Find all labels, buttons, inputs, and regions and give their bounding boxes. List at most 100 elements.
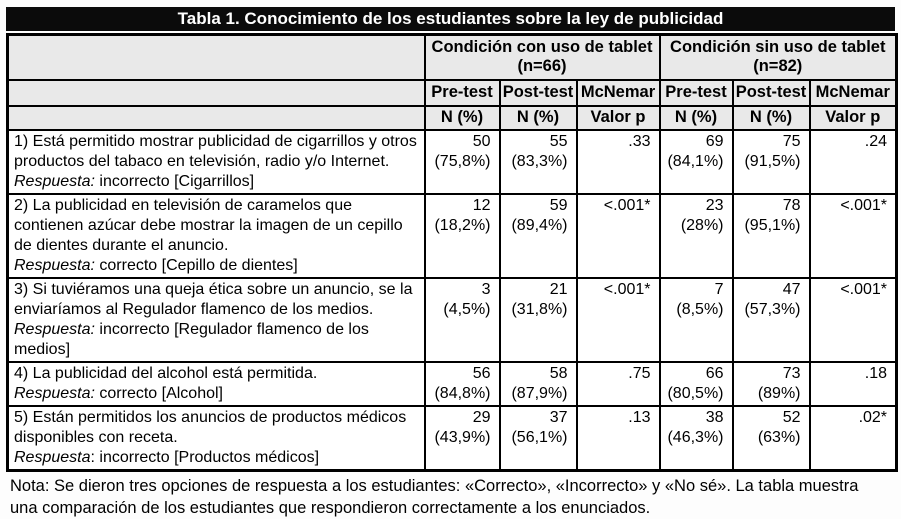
- measure-header-n1: N (%): [423, 104, 501, 131]
- n-value: 38: [705, 408, 724, 426]
- col-header-con-posttest: Post-test: [498, 78, 578, 107]
- measure-header-n3: N (%): [658, 104, 734, 131]
- table-header: Condición con uso de tablet (n=66) Condi…: [6, 33, 898, 131]
- cell-sin-pvalue: .18: [808, 360, 898, 407]
- header-group-row: Condición con uso de tablet (n=66) Condi…: [6, 33, 898, 81]
- p-value: <.001*: [603, 280, 651, 298]
- pct-value: (18,2%): [434, 216, 491, 234]
- cell-sin-posttest: 78 (95,1%): [731, 192, 811, 279]
- respuesta-label: Respuesta:: [14, 256, 95, 274]
- measure-header-n4: N (%): [731, 104, 811, 131]
- table-row-1: 1) Está permitido mostrar publicidad de …: [6, 128, 898, 195]
- n-value: 75: [782, 132, 801, 150]
- cell-con-pvalue: .13: [575, 404, 661, 471]
- p-value: .02*: [858, 408, 888, 426]
- table-body: 1) Está permitido mostrar publicidad de …: [6, 128, 898, 471]
- cell-con-pretest: 3 (4,5%): [423, 276, 501, 363]
- table-title: Tabla 1. Conocimiento de los estudiantes…: [6, 7, 895, 31]
- cell-sin-posttest: 73 (89%): [731, 360, 811, 407]
- col-header-sin-pretest: Pre-test: [658, 78, 734, 107]
- table-note: Nota: Se dieron tres opciones de respues…: [10, 476, 859, 517]
- n-value: 29: [472, 408, 491, 426]
- cell-sin-pretest: 23 (28%): [658, 192, 734, 279]
- table-row-5: 5) Están permitidos los anuncios de prod…: [6, 404, 898, 471]
- n-value: 23: [705, 196, 724, 214]
- header-test-row: Pre-test Post-test McNemar Pre-test Post…: [6, 78, 898, 107]
- pct-value: (83,3%): [511, 152, 568, 170]
- pct-value: (89%): [757, 384, 801, 402]
- n-value: 37: [549, 408, 568, 426]
- pct-value: (57,3%): [744, 300, 801, 318]
- respuesta-label: Respuesta: [14, 448, 91, 466]
- p-value: .18: [864, 364, 888, 382]
- p-value: .33: [628, 132, 651, 150]
- p-value: .75: [628, 364, 651, 382]
- group-header-con-tablet: Condición con uso de tablet (n=66): [423, 33, 661, 81]
- cell-con-pvalue: <.001*: [575, 276, 661, 363]
- n-value: 58: [549, 364, 568, 382]
- cell-con-pretest: 12 (18,2%): [423, 192, 501, 279]
- question-text: 3) Si tuviéramos una queja ética sobre u…: [14, 280, 413, 318]
- col-header-sin-posttest: Post-test: [731, 78, 811, 107]
- col-header-con-mcnemar: McNemar: [575, 78, 661, 107]
- n-value: 73: [782, 364, 801, 382]
- respuesta-value: : incorrecto [Productos médicos]: [90, 448, 320, 466]
- table-row-2: 2) La publicidad en televisión de carame…: [6, 192, 898, 279]
- question-column-header: [6, 33, 426, 81]
- measure-header-p1: Valor p: [575, 104, 661, 131]
- pct-value: (95,1%): [744, 216, 801, 234]
- cell-sin-pretest: 66 (80,5%): [658, 360, 734, 407]
- cell-con-pvalue: .33: [575, 128, 661, 195]
- cell-con-pretest: 56 (84,8%): [423, 360, 501, 407]
- n-value: 56: [472, 364, 491, 382]
- question-cell: 5) Están permitidos los anuncios de prod…: [6, 404, 426, 471]
- question-text: 2) La publicidad en televisión de carame…: [14, 196, 403, 254]
- pct-value: (87,9%): [511, 384, 568, 402]
- respuesta-label: Respuesta:: [14, 384, 95, 402]
- cell-sin-pvalue: <.001*: [808, 192, 898, 279]
- cell-con-posttest: 37 (56,1%): [498, 404, 578, 471]
- question-text: 1) Está permitido mostrar publicidad de …: [14, 132, 417, 170]
- n-value: 21: [549, 280, 568, 298]
- cell-con-posttest: 58 (87,9%): [498, 360, 578, 407]
- n-value: 66: [705, 364, 724, 382]
- pct-value: (31,8%): [511, 300, 568, 318]
- cell-sin-posttest: 75 (91,5%): [731, 128, 811, 195]
- respuesta-value: correcto [Alcohol]: [94, 384, 223, 402]
- cell-sin-pretest: 69 (84,1%): [658, 128, 734, 195]
- group-label: Condición con uso de tablet: [431, 38, 653, 57]
- pct-value: (63%): [757, 428, 801, 446]
- group-n: (n=66): [517, 57, 567, 76]
- pct-value: (91,5%): [744, 152, 801, 170]
- table-row-3: 3) Si tuviéramos una queja ética sobre u…: [6, 276, 898, 363]
- pct-value: (43,9%): [434, 428, 491, 446]
- n-value: 55: [549, 132, 568, 150]
- col-header-con-pretest: Pre-test: [423, 78, 501, 107]
- question-cell: 2) La publicidad en televisión de carame…: [6, 192, 426, 279]
- question-column-header: [6, 104, 426, 131]
- n-value: 69: [705, 132, 724, 150]
- n-value: 12: [472, 196, 491, 214]
- question-cell: 3) Si tuviéramos una queja ética sobre u…: [6, 276, 426, 363]
- n-value: 59: [549, 196, 568, 214]
- respuesta-value: correcto [Cepillo de dientes]: [94, 256, 298, 274]
- pct-value: (46,3%): [667, 428, 724, 446]
- cell-con-pvalue: <.001*: [575, 192, 661, 279]
- cell-sin-pvalue: <.001*: [808, 276, 898, 363]
- cell-con-posttest: 21 (31,8%): [498, 276, 578, 363]
- group-label: Condición sin uso de tablet: [670, 38, 886, 57]
- n-value: 78: [782, 196, 801, 214]
- p-value: .24: [864, 132, 888, 150]
- n-value: 3: [481, 280, 491, 298]
- respuesta-label: Respuesta:: [14, 320, 95, 338]
- n-value: 7: [714, 280, 724, 298]
- cell-sin-pvalue: .02*: [808, 404, 898, 471]
- cell-con-posttest: 55 (83,3%): [498, 128, 578, 195]
- group-header-sin-tablet: Condición sin uso de tablet (n=82): [658, 33, 898, 81]
- results-table: Condición con uso de tablet (n=66) Condi…: [6, 33, 899, 472]
- question-cell: 4) La publicidad del alcohol está permit…: [6, 360, 426, 407]
- measure-header-p2: Valor p: [808, 104, 898, 131]
- cell-sin-posttest: 52 (63%): [731, 404, 811, 471]
- n-value: 47: [782, 280, 801, 298]
